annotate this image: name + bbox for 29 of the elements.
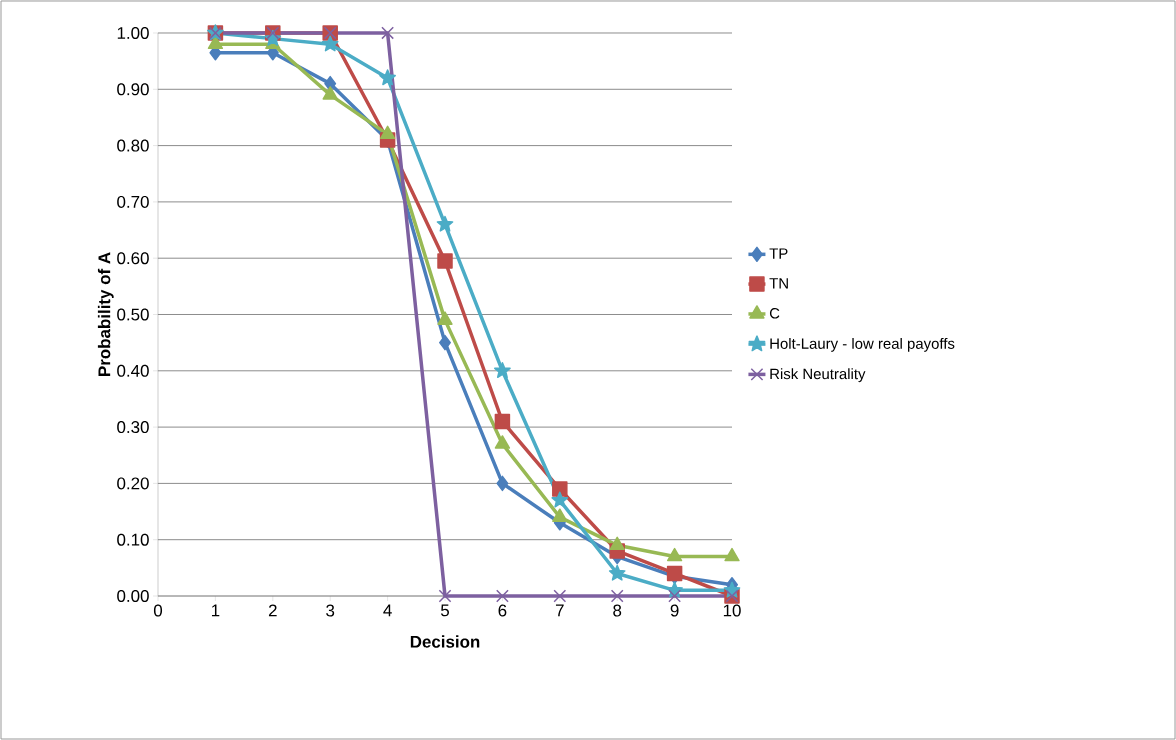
y-tick-label: 0.30 <box>117 421 149 434</box>
x-tick-label: 8 <box>613 604 622 617</box>
x-tick-label: 7 <box>555 604 564 617</box>
y-tick-label: 0.50 <box>117 308 149 321</box>
y-tick-label: 0.10 <box>117 533 149 546</box>
legend-label: C <box>769 308 780 319</box>
x-tick-label: 6 <box>498 604 507 617</box>
x-tick-label: 2 <box>268 604 277 617</box>
x-axis-title: Decision <box>410 635 480 648</box>
y-tick-label: 0.60 <box>117 252 149 265</box>
y-tick-label: 1.00 <box>117 26 149 39</box>
x-tick-label: 9 <box>670 604 679 617</box>
x-tick-label: 1 <box>211 604 220 617</box>
x-tick-label: 5 <box>440 604 449 617</box>
y-tick-label: 0.20 <box>117 477 149 490</box>
legend-label: TN <box>769 278 788 289</box>
y-tick-label: 0.90 <box>117 83 149 96</box>
legend-label: TP <box>769 248 788 259</box>
y-tick-label: 0.80 <box>117 139 149 152</box>
y-tick-label: 0.70 <box>117 195 149 208</box>
x-tick-label: 4 <box>383 604 392 617</box>
x-tick-label: 10 <box>723 604 741 617</box>
y-tick-label: 0.00 <box>117 590 149 602</box>
x-tick-label: 3 <box>326 604 335 617</box>
x-tick-label: 0 <box>153 604 163 617</box>
y-tick-label: 0.40 <box>117 364 149 377</box>
y-axis-title: Probability of A <box>97 252 114 376</box>
legend-label: Holt-Laury - low real payoffs <box>770 337 955 352</box>
legend-label: Risk Neutrality <box>770 368 866 383</box>
